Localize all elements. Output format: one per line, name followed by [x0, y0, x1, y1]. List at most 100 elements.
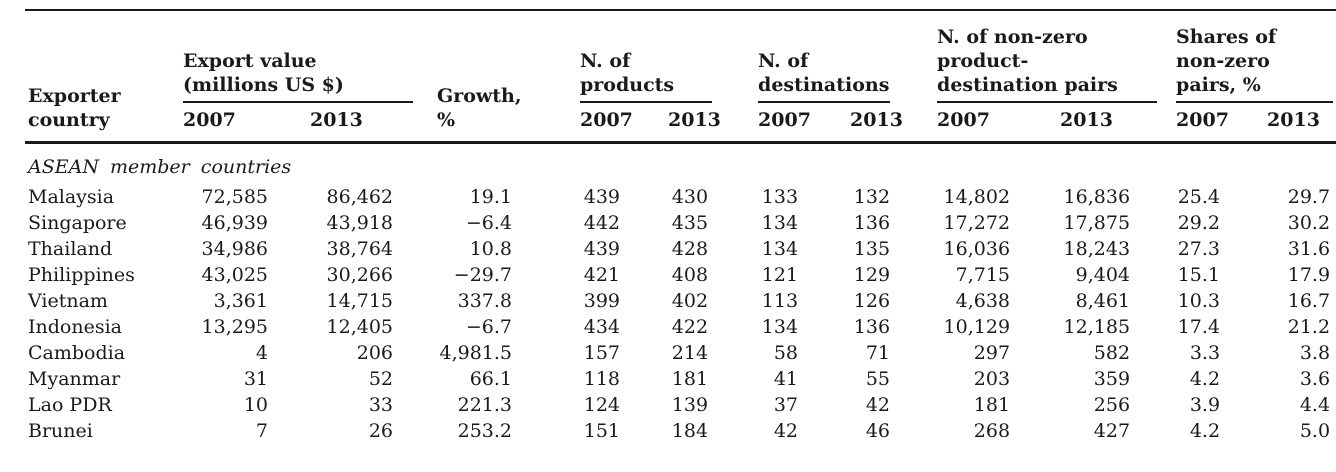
- column-group-n-products: N. of products: [535, 10, 725, 103]
- cell-export-2013: 43,918: [326, 212, 394, 234]
- year-header-2007: 2007: [535, 103, 641, 144]
- table-row: Singapore 46,939 43,918 −6.4 442 435 134…: [25, 210, 1336, 236]
- cell-shares-2007: 25.4: [1177, 186, 1221, 208]
- cell-country: Brunei: [28, 420, 93, 442]
- n-destinations-spanner: N. of destinations: [758, 49, 891, 103]
- cell-export-2007: 46,939: [201, 212, 268, 234]
- header-line: pairs, %: [1176, 74, 1261, 96]
- n-products-spanner: N. of products: [580, 49, 713, 103]
- header-line: N. of non-zero: [937, 26, 1088, 48]
- cell-destinations-2007: 42: [773, 420, 799, 442]
- cell-shares-2013: 17.9: [1287, 264, 1331, 286]
- header-line: Export value: [183, 50, 317, 72]
- cell-shares-2013: 16.7: [1287, 290, 1331, 312]
- cell-destinations-2013: 136: [853, 316, 891, 338]
- header-line: Growth,: [437, 85, 522, 107]
- year-header-2007: 2007: [905, 103, 1031, 144]
- header-line: %: [437, 109, 456, 131]
- header-line: non-zero: [1176, 50, 1270, 72]
- cell-growth: −29.7: [453, 264, 513, 286]
- cell-shares-2013: 3.6: [1299, 368, 1331, 390]
- year-header-2013: 2013: [640, 103, 726, 144]
- header-line: N. of: [758, 50, 809, 72]
- cell-products-2007: 124: [583, 394, 621, 416]
- table-row: Indonesia 13,295 12,405 −6.7 434 422 134…: [25, 314, 1336, 340]
- cell-pairs-2007: 297: [973, 342, 1011, 364]
- header-line: products: [580, 74, 675, 96]
- cell-shares-2013: 5.0: [1299, 420, 1331, 442]
- cell-shares-2007: 4.2: [1189, 368, 1221, 390]
- cell-growth: 253.2: [457, 420, 513, 442]
- year-header-2007: 2007: [183, 103, 297, 144]
- table-row: Cambodia 4 206 4,981.5 157 214 58 71 297…: [25, 340, 1336, 366]
- cell-pairs-2007: 10,129: [943, 316, 1011, 338]
- cell-products-2013: 139: [671, 394, 709, 416]
- cell-products-2007: 434: [583, 316, 621, 338]
- cell-shares-2013: 29.7: [1287, 186, 1331, 208]
- table-row: Lao PDR 10 33 221.3 124 139 37 42 181 25…: [25, 392, 1336, 418]
- cell-pairs-2013: 359: [1093, 368, 1131, 390]
- header-group-row: Exporter country Export value (millions …: [25, 10, 1336, 144]
- column-group-nonzero-pairs: N. of non-zero product- destination pair…: [905, 10, 1160, 103]
- cell-pairs-2007: 14,802: [943, 186, 1011, 208]
- export-value-spanner: Export value (millions US $): [183, 49, 414, 103]
- cell-destinations-2007: 113: [761, 290, 799, 312]
- cell-shares-2013: 31.6: [1287, 238, 1331, 260]
- cell-country: Indonesia: [28, 316, 122, 338]
- cell-shares-2007: 10.3: [1177, 290, 1221, 312]
- cell-shares-2007: 3.9: [1189, 394, 1221, 416]
- header-line: Exporter: [28, 85, 121, 107]
- cell-pairs-2007: 181: [973, 394, 1011, 416]
- cell-destinations-2007: 134: [761, 238, 799, 260]
- cell-growth: −6.4: [465, 212, 513, 234]
- cell-products-2013: 428: [671, 238, 709, 260]
- cell-export-2007: 31: [243, 368, 268, 390]
- table-row: Vietnam 3,361 14,715 337.8 399 402 113 1…: [25, 288, 1336, 314]
- cell-export-2013: 30,266: [326, 264, 394, 286]
- table-row: Malaysia 72,585 86,462 19.1 439 430 133 …: [25, 184, 1336, 210]
- cell-pairs-2013: 256: [1093, 394, 1131, 416]
- cell-shares-2013: 3.8: [1299, 342, 1331, 364]
- cell-export-2013: 206: [356, 342, 394, 364]
- column-group-export-value: Export value (millions US $): [183, 10, 414, 103]
- cell-products-2013: 402: [671, 290, 709, 312]
- cell-shares-2007: 4.2: [1189, 420, 1221, 442]
- table-row: Philippines 43,025 30,266 −29.7 421 408 …: [25, 262, 1336, 288]
- cell-export-2007: 43,025: [201, 264, 268, 286]
- header-line: N. of: [580, 50, 631, 72]
- cell-export-2007: 7: [255, 420, 268, 442]
- cell-destinations-2007: 134: [761, 316, 799, 338]
- cell-export-2007: 3,361: [213, 290, 268, 312]
- header-line: product-: [937, 50, 1029, 72]
- cell-growth: 337.8: [457, 290, 513, 312]
- exporter-country-header: Exporter country: [25, 10, 183, 144]
- cell-products-2013: 422: [671, 316, 709, 338]
- cell-pairs-2013: 8,461: [1075, 290, 1131, 312]
- cell-growth: 10.8: [469, 238, 513, 260]
- cell-products-2007: 439: [583, 186, 621, 208]
- cell-pairs-2013: 12,185: [1063, 316, 1131, 338]
- cell-products-2007: 421: [583, 264, 621, 286]
- cell-destinations-2013: 132: [853, 186, 891, 208]
- year-header-2013: 2013: [815, 103, 906, 144]
- cell-country: Cambodia: [28, 342, 126, 364]
- cell-destinations-2013: 71: [865, 342, 891, 364]
- table-row: Thailand 34,986 38,764 10.8 439 428 134 …: [25, 236, 1336, 262]
- section-label: ASEAN member countries: [28, 156, 292, 178]
- year-header-2013: 2013: [297, 103, 406, 144]
- cell-products-2007: 151: [583, 420, 621, 442]
- cell-country: Malaysia: [28, 186, 115, 208]
- cell-products-2007: 399: [583, 290, 621, 312]
- table-header: Exporter country Export value (millions …: [25, 10, 1336, 144]
- cell-products-2013: 435: [671, 212, 709, 234]
- header-line: country: [28, 109, 110, 131]
- cell-destinations-2007: 41: [773, 368, 799, 390]
- table-row: Brunei 7 26 253.2 151 184 42 46 268 427 …: [25, 418, 1336, 444]
- cell-products-2013: 408: [671, 264, 709, 286]
- cell-shares-2007: 27.3: [1177, 238, 1221, 260]
- cell-country: Lao PDR: [28, 394, 112, 416]
- header-line: (millions US $): [183, 74, 344, 96]
- cell-pairs-2013: 17,875: [1063, 212, 1131, 234]
- asean-export-statistics-table: Exporter country Export value (millions …: [25, 9, 1336, 444]
- table-body: ASEAN member countries Malaysia 72,585 8…: [25, 143, 1336, 445]
